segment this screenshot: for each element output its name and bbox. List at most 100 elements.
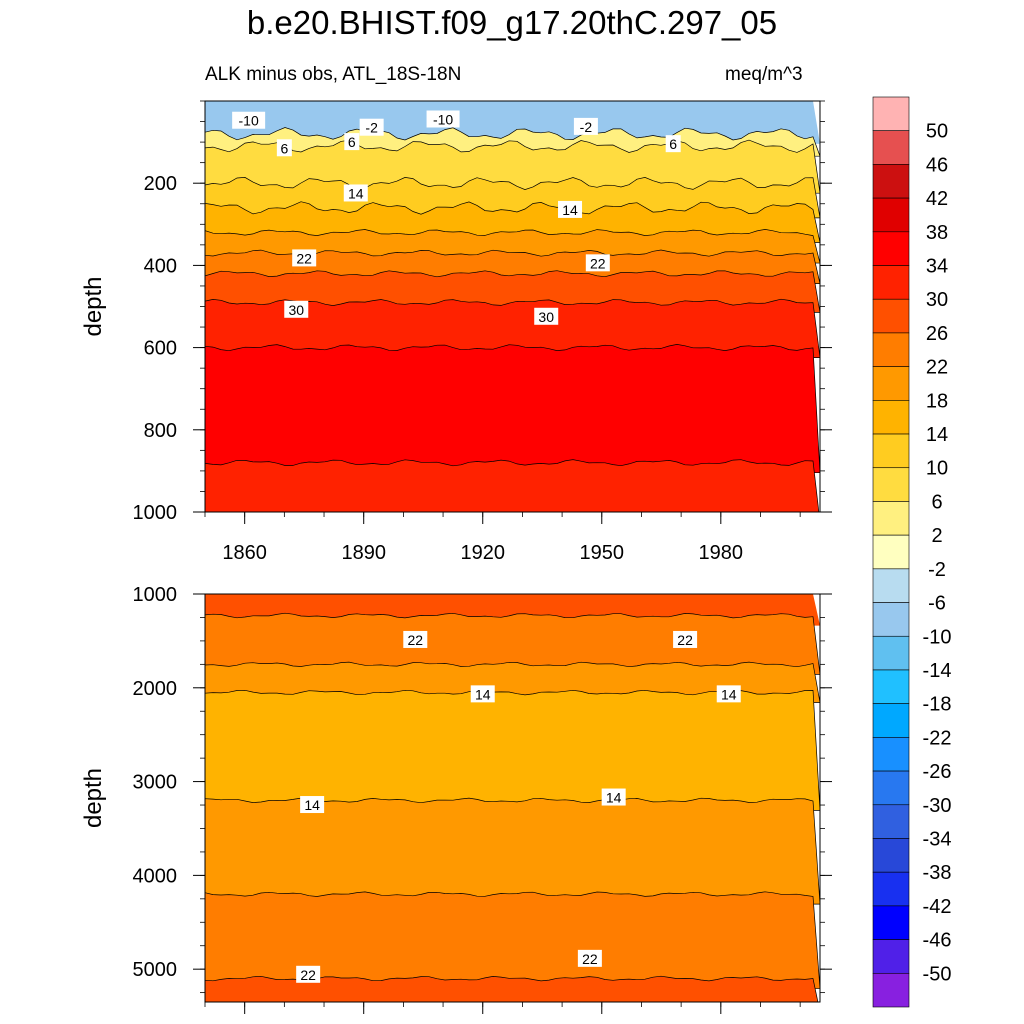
contour-label: 6 xyxy=(669,136,677,152)
contour-band xyxy=(205,344,820,474)
contour-band xyxy=(205,177,820,219)
contour-label-bg xyxy=(296,965,321,983)
contour-label-bg xyxy=(665,135,681,153)
y-tick-label: 1000 xyxy=(133,502,178,524)
colorbar-label: 30 xyxy=(926,289,948,311)
contour-label: 14 xyxy=(348,185,364,201)
colorbar-label: -26 xyxy=(923,761,952,783)
colorbar-label: 38 xyxy=(926,222,948,244)
contour-label-bg xyxy=(284,300,309,318)
x-tick-label: 1860 xyxy=(222,542,267,564)
contour-label: 14 xyxy=(562,202,578,218)
contour-label: 14 xyxy=(304,797,320,813)
colorbar-swatch xyxy=(872,871,910,907)
colorbar-swatch xyxy=(872,501,910,536)
colorbar-label: 10 xyxy=(926,458,948,480)
contour-band xyxy=(205,612,820,675)
colorbar-swatch xyxy=(872,298,910,334)
contour-label: 22 xyxy=(582,951,598,967)
colorbar-label: -22 xyxy=(923,727,952,749)
colorbar-swatch xyxy=(872,804,910,839)
colorbar-swatch xyxy=(872,400,910,435)
colorbar-label: -6 xyxy=(928,593,946,615)
contour-band xyxy=(205,139,820,194)
colorbar-label: 6 xyxy=(931,491,942,513)
contour-band xyxy=(205,797,820,905)
y-tick-label: 800 xyxy=(144,420,177,442)
colorbar-swatch xyxy=(872,737,910,772)
contour-label: -10 xyxy=(239,113,259,129)
colorbar-label: -18 xyxy=(923,694,952,716)
contour-label-bg xyxy=(673,630,698,648)
y-tick-label: 3000 xyxy=(133,772,178,794)
x-tick-label: 1980 xyxy=(699,542,744,564)
colorbar-label: 42 xyxy=(926,188,948,210)
contour-band xyxy=(205,459,820,512)
colorbar-swatch xyxy=(872,703,910,738)
colorbar-label: 2 xyxy=(931,525,942,547)
contour-label-bg xyxy=(359,118,384,136)
colorbar-swatch xyxy=(872,669,910,704)
plot-frame xyxy=(204,593,821,1003)
colorbar-label: -2 xyxy=(928,559,946,581)
contour-label-bg xyxy=(585,254,610,272)
contour-label-bg xyxy=(601,788,626,806)
contour-label-bg xyxy=(426,110,460,128)
colorbar-label: 18 xyxy=(926,390,948,412)
contour-label-bg xyxy=(716,685,741,703)
chart-title: b.e20.BHIST.f09_g17.20thC.297_05 xyxy=(246,4,778,41)
y-tick-label: 5000 xyxy=(133,959,178,981)
contour-label: -10 xyxy=(433,111,453,127)
x-tick-label: 1950 xyxy=(580,542,625,564)
contour-label: 14 xyxy=(475,686,491,702)
colorbar-swatch xyxy=(872,197,910,233)
colorbar-swatch xyxy=(872,905,910,940)
contour-label-bg xyxy=(232,111,266,129)
subtitle-units: meq/m^3 xyxy=(725,64,803,85)
y-axis-title: depth xyxy=(80,276,107,336)
colorbar-swatch xyxy=(872,602,910,637)
colorbar-legend: 50 46 42 38 34 30 26 22 18 14 10 6 2 -2 -6 -10 -14 -18 -22… xyxy=(872,96,952,1008)
lower-depth-panel: 22 22 14 14 14 14 22 22 1000 2000 3000 4000 5000 dept… xyxy=(80,584,832,1014)
colorbar-swatch xyxy=(872,366,910,401)
y-tick-label: 4000 xyxy=(133,865,178,887)
colorbar-swatch xyxy=(872,467,910,502)
contour-label-bg xyxy=(403,630,428,648)
contour-label-bg xyxy=(534,307,559,325)
contour-label-bg xyxy=(577,949,602,967)
contour-label: 22 xyxy=(677,632,693,648)
colorbar-swatch xyxy=(872,164,910,199)
contour-label: -2 xyxy=(580,119,593,135)
contour-label-bg xyxy=(276,139,292,157)
y-tick-label: 600 xyxy=(144,338,177,360)
colorbar-swatch xyxy=(872,231,910,266)
y-tick-label: 2000 xyxy=(133,678,178,700)
contour-label: 22 xyxy=(590,255,606,271)
contour-label: 6 xyxy=(348,134,356,150)
contour-label-bg xyxy=(573,117,598,135)
contour-label: 22 xyxy=(408,632,424,648)
x-tick-label: 1920 xyxy=(460,542,505,564)
colorbar-swatch xyxy=(872,96,910,132)
y-axis-title: depth xyxy=(80,768,107,828)
colorbar-swatch xyxy=(872,838,910,873)
colorbar-label: -42 xyxy=(923,896,952,918)
contour-label-bg xyxy=(470,685,495,703)
contour-band xyxy=(205,689,820,811)
colorbar-swatch xyxy=(872,433,910,469)
contour-label: 22 xyxy=(300,967,316,983)
y-tick-label: 400 xyxy=(144,255,177,277)
colorbar-swatch xyxy=(872,332,910,367)
colorbar-swatch xyxy=(872,972,910,1008)
colorbar-label: -50 xyxy=(923,963,952,985)
subtitle-variable: ALK minus obs, ATL_18S-18N xyxy=(205,64,462,85)
contour-label: 6 xyxy=(280,140,288,156)
contour-band xyxy=(205,891,820,989)
colorbar-label: -34 xyxy=(923,828,952,850)
x-tick-label: 1890 xyxy=(341,542,386,564)
contour-label-bg xyxy=(343,184,368,202)
colorbar-swatch xyxy=(872,568,910,603)
colorbar-label: 50 xyxy=(926,121,948,143)
colorbar-label: -14 xyxy=(923,660,952,682)
colorbar-label: -38 xyxy=(923,862,952,884)
